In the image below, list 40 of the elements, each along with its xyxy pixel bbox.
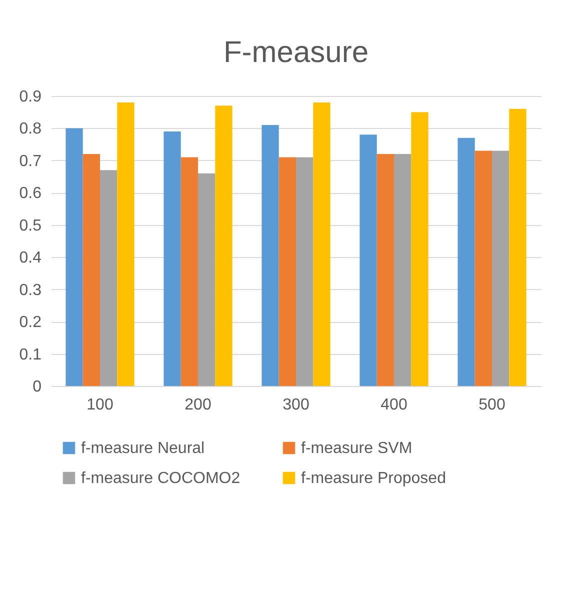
y-tick-label: 0.6 (19, 185, 42, 202)
bar (262, 125, 279, 386)
x-tick-label: 400 (380, 396, 408, 414)
bar (474, 150, 492, 386)
bar (492, 150, 510, 386)
bar (376, 154, 394, 386)
bar (215, 106, 232, 386)
x-tick-label: 500 (478, 396, 506, 414)
x-tick-label: 100 (86, 396, 114, 414)
bar (313, 102, 330, 386)
legend-label: f-measure Neural (81, 440, 205, 457)
bar (360, 134, 377, 386)
y-tick-label: 0.8 (19, 120, 42, 138)
bar (100, 170, 118, 386)
x-tick-label: 200 (184, 396, 212, 414)
legend-label: f-measure SVM (301, 440, 412, 457)
y-tick-label: 0.2 (19, 314, 42, 332)
bar (458, 138, 475, 386)
legend-label: f-measure COCOMO2 (81, 470, 240, 487)
bar (180, 157, 198, 386)
bar (394, 154, 412, 386)
bar (198, 173, 216, 386)
bar (164, 131, 181, 386)
bar (296, 157, 314, 386)
y-tick-label: 0.1 (19, 346, 42, 364)
bar (278, 157, 296, 386)
chart-title: F-measure (223, 36, 369, 69)
bar (117, 102, 134, 386)
legend-label: f-measure Proposed (301, 470, 446, 487)
y-tick-label: 0.7 (19, 152, 42, 170)
x-tick-label: 300 (282, 396, 310, 414)
y-tick-label: 0.9 (19, 88, 42, 106)
y-tick-label: 0.4 (19, 250, 42, 267)
bar (82, 154, 100, 386)
bar (509, 108, 526, 386)
y-tick-label: 0.3 (19, 282, 42, 299)
bar (411, 112, 428, 386)
y-tick-label: 0 (32, 378, 42, 396)
bar (66, 128, 83, 386)
y-tick-label: 0.5 (19, 217, 42, 234)
